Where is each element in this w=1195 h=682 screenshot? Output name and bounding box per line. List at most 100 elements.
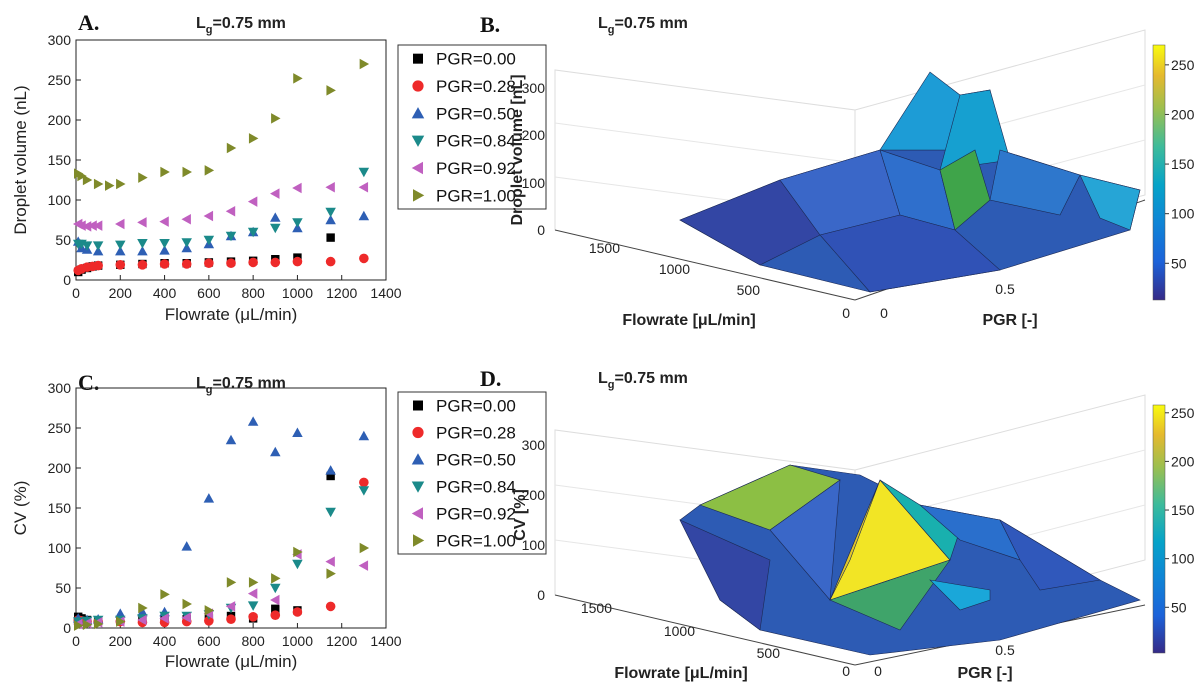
- pgr-ticks: 0 0.5: [880, 281, 1015, 321]
- data-point: [270, 446, 281, 457]
- z-axis-label: CV [%]: [512, 489, 529, 541]
- data-point: [292, 218, 303, 228]
- data-point: [225, 205, 236, 217]
- data-point: [358, 167, 370, 178]
- svg-text:0: 0: [874, 663, 882, 679]
- data-point: [181, 612, 191, 623]
- colorbar-tick-label: 50: [1171, 255, 1187, 271]
- data-point: [358, 560, 369, 571]
- panel-a-scatter: A. Lg=0.75 mm 0 50 100 150 200 250 300 0 200 400…: [11, 10, 547, 324]
- data-point: [160, 166, 170, 178]
- surface-facet: [819, 214, 1001, 293]
- surface-facet: [679, 519, 771, 631]
- svg-text:500: 500: [757, 645, 781, 661]
- svg-text:0: 0: [842, 663, 850, 679]
- data-point: [76, 220, 86, 231]
- data-point: [248, 612, 258, 622]
- data-point: [226, 142, 237, 154]
- panel-letter: C.: [78, 370, 99, 395]
- data-point: [247, 416, 259, 426]
- data-point: [159, 216, 169, 227]
- panel-title: Lg=0.75 mm: [598, 15, 688, 36]
- x-tick-label: 1200: [326, 633, 357, 649]
- data-point: [293, 73, 303, 84]
- x-tick-label: 600: [197, 285, 221, 301]
- y-tick-label: 0: [63, 272, 71, 288]
- surface-facet: [929, 579, 991, 611]
- data-point: [137, 217, 147, 228]
- svg-text:200: 200: [522, 127, 546, 143]
- flowrate-axis: [554, 229, 856, 301]
- y-tick-label: 100: [48, 540, 72, 556]
- plot-frame: [75, 387, 387, 629]
- data-point: [137, 245, 148, 256]
- data-point: [248, 577, 259, 588]
- z-axis-ticks: 0 100 200 300: [522, 80, 546, 238]
- data-point: [270, 610, 281, 620]
- y-tick-label: 50: [55, 580, 71, 596]
- y-tick-label: 250: [48, 420, 72, 436]
- data-point: [116, 616, 126, 627]
- data-point: [247, 196, 258, 207]
- surface-facet: [989, 149, 1081, 216]
- panel-d-surface: D. Lg=0.75 mm 0 100 200 300: [480, 366, 1195, 682]
- data-point: [203, 493, 215, 503]
- panel-title: Lg=0.75 mm: [196, 375, 286, 396]
- colorbar-tick-label: 50: [1171, 599, 1187, 615]
- data-point: [82, 619, 93, 631]
- data-point: [325, 207, 336, 218]
- surface-facet: [999, 519, 1101, 591]
- panel-letter: A.: [78, 10, 99, 35]
- x-tick-label: 1400: [370, 285, 401, 301]
- legend-marker: [413, 53, 423, 64]
- data-point: [159, 259, 170, 269]
- data-point: [248, 257, 258, 268]
- data-point: [292, 256, 303, 267]
- flowrate-ticks: 0 500 1000 1500: [589, 240, 850, 321]
- svg-text:1500: 1500: [581, 600, 612, 616]
- data-point: [137, 606, 148, 617]
- data-point: [181, 213, 191, 225]
- data-point: [270, 212, 281, 222]
- legend-entry: PGR=1.00: [436, 532, 516, 551]
- y-tick-label: 150: [48, 500, 72, 516]
- surface-facet: [829, 479, 881, 601]
- legend-marker: [411, 161, 423, 175]
- legend-entry: PGR=1.00: [436, 186, 516, 205]
- surface-facet: [939, 149, 991, 231]
- y-tick-label: 50: [55, 232, 71, 248]
- data-point: [325, 601, 336, 612]
- colorbar-tick-label: 200: [1171, 453, 1195, 469]
- data-point: [87, 220, 97, 231]
- data-point: [159, 239, 170, 249]
- z-axis-ticks: 0 100 200 300: [522, 437, 546, 603]
- data-point: [181, 238, 192, 248]
- x-tick-label: 0: [72, 285, 80, 301]
- data-point: [137, 260, 148, 270]
- data-point: [77, 170, 87, 182]
- data-point: [182, 598, 192, 610]
- data-point: [358, 430, 370, 441]
- legend-marker: [411, 135, 425, 147]
- legend-entry: PGR=0.92: [436, 159, 516, 178]
- svg-text:0.5: 0.5: [995, 642, 1015, 658]
- x-tick-label: 1200: [326, 285, 357, 301]
- x-axis-ticks: 0 200 400 600 800 1000 1200 1400: [72, 275, 402, 301]
- surface-facet: [829, 559, 951, 631]
- data-point: [203, 235, 215, 246]
- data-point: [358, 210, 370, 221]
- data-point: [270, 594, 280, 606]
- data-point: [247, 601, 259, 611]
- svg-text:300: 300: [522, 80, 546, 96]
- svg-text:500: 500: [737, 282, 761, 298]
- data-point: [270, 223, 281, 234]
- data-point: [226, 577, 237, 588]
- data-point: [247, 227, 259, 238]
- panel-letter: D.: [480, 366, 501, 391]
- legend-box: [397, 44, 547, 210]
- data-point: [182, 166, 192, 178]
- data-point: [326, 471, 335, 481]
- flowrate-axis-label: Flowrate [μL/min]: [622, 312, 755, 329]
- data-point: [93, 260, 103, 271]
